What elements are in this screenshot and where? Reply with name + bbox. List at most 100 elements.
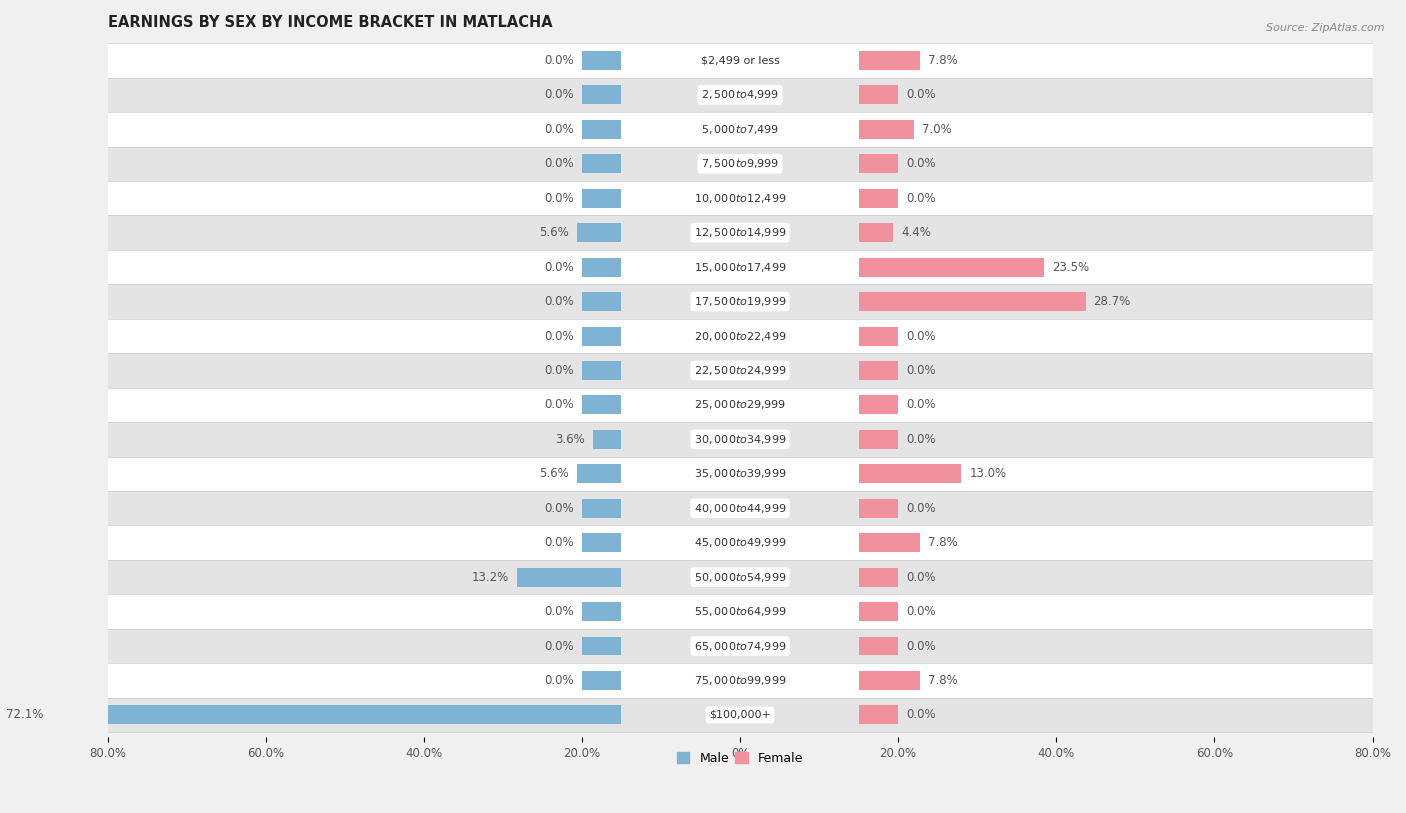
Text: 0.0%: 0.0% (544, 158, 574, 171)
Text: 0.0%: 0.0% (544, 537, 574, 550)
Text: 5.6%: 5.6% (540, 226, 569, 239)
Bar (107, 112, 1372, 146)
Bar (107, 457, 1372, 491)
Text: $17,500 to $19,999: $17,500 to $19,999 (693, 295, 786, 308)
Text: 13.2%: 13.2% (472, 571, 509, 584)
Bar (859, 671, 921, 690)
Bar (107, 181, 1372, 215)
Bar (107, 388, 1372, 422)
Text: 0.0%: 0.0% (905, 192, 935, 205)
Bar (107, 215, 1372, 250)
Bar (107, 698, 1372, 733)
Text: 7.8%: 7.8% (928, 54, 957, 67)
Bar (582, 499, 621, 518)
Bar (859, 464, 962, 483)
Text: 4.4%: 4.4% (901, 226, 931, 239)
Text: 0.0%: 0.0% (544, 54, 574, 67)
Text: $40,000 to $44,999: $40,000 to $44,999 (693, 502, 786, 515)
Text: $50,000 to $54,999: $50,000 to $54,999 (693, 571, 786, 584)
Text: $15,000 to $17,499: $15,000 to $17,499 (693, 261, 786, 274)
Text: $5,000 to $7,499: $5,000 to $7,499 (700, 123, 779, 136)
Bar (582, 51, 621, 70)
Bar (517, 567, 621, 587)
Text: 0.0%: 0.0% (544, 364, 574, 377)
Bar (582, 189, 621, 208)
Bar (107, 285, 1372, 319)
Text: 0.0%: 0.0% (905, 158, 935, 171)
Bar (859, 395, 898, 415)
Bar (107, 319, 1372, 354)
Bar (107, 663, 1372, 698)
Text: 0.0%: 0.0% (544, 502, 574, 515)
Text: 0.0%: 0.0% (905, 398, 935, 411)
Bar (859, 706, 898, 724)
Text: $75,000 to $99,999: $75,000 to $99,999 (693, 674, 786, 687)
Bar (859, 533, 921, 552)
Text: 0.0%: 0.0% (544, 123, 574, 136)
Legend: Male, Female: Male, Female (672, 746, 808, 770)
Bar (582, 154, 621, 173)
Bar (859, 602, 898, 621)
Text: $100,000+: $100,000+ (709, 710, 770, 720)
Text: 0.0%: 0.0% (905, 89, 935, 102)
Text: $30,000 to $34,999: $30,000 to $34,999 (693, 433, 786, 446)
Bar (576, 224, 621, 242)
Text: 0.0%: 0.0% (905, 502, 935, 515)
Text: 0.0%: 0.0% (544, 674, 574, 687)
Text: 0.0%: 0.0% (544, 295, 574, 308)
Text: 0.0%: 0.0% (544, 640, 574, 653)
Bar (582, 602, 621, 621)
Bar (107, 422, 1372, 457)
Text: $2,499 or less: $2,499 or less (700, 55, 779, 66)
Bar (107, 78, 1372, 112)
Text: 23.5%: 23.5% (1052, 261, 1090, 274)
Bar (859, 327, 898, 346)
Bar (582, 533, 621, 552)
Bar (859, 189, 898, 208)
Text: $65,000 to $74,999: $65,000 to $74,999 (693, 640, 786, 653)
Text: $7,500 to $9,999: $7,500 to $9,999 (700, 158, 779, 171)
Bar (859, 567, 898, 587)
Bar (52, 706, 621, 724)
Bar (107, 250, 1372, 285)
Bar (582, 671, 621, 690)
Bar (582, 120, 621, 139)
Text: 7.0%: 7.0% (922, 123, 952, 136)
Text: $22,500 to $24,999: $22,500 to $24,999 (693, 364, 786, 377)
Bar (859, 85, 898, 104)
Text: 28.7%: 28.7% (1094, 295, 1130, 308)
Bar (859, 258, 1045, 276)
Bar (859, 637, 898, 655)
Text: 0.0%: 0.0% (544, 398, 574, 411)
Text: $35,000 to $39,999: $35,000 to $39,999 (693, 467, 786, 480)
Text: 0.0%: 0.0% (905, 640, 935, 653)
Bar (859, 292, 1085, 311)
Bar (576, 464, 621, 483)
Text: 7.8%: 7.8% (928, 537, 957, 550)
Text: 5.6%: 5.6% (540, 467, 569, 480)
Text: $25,000 to $29,999: $25,000 to $29,999 (695, 398, 786, 411)
Text: $2,500 to $4,999: $2,500 to $4,999 (700, 89, 779, 102)
Text: 0.0%: 0.0% (544, 261, 574, 274)
Text: EARNINGS BY SEX BY INCOME BRACKET IN MATLACHA: EARNINGS BY SEX BY INCOME BRACKET IN MAT… (107, 15, 553, 30)
Text: 7.8%: 7.8% (928, 674, 957, 687)
Bar (859, 224, 893, 242)
Text: 0.0%: 0.0% (544, 192, 574, 205)
Text: 72.1%: 72.1% (6, 708, 44, 721)
Text: 0.0%: 0.0% (905, 329, 935, 342)
Text: 13.0%: 13.0% (969, 467, 1007, 480)
Text: 0.0%: 0.0% (544, 89, 574, 102)
Text: $55,000 to $64,999: $55,000 to $64,999 (693, 605, 786, 618)
Bar (859, 430, 898, 449)
Bar (107, 491, 1372, 525)
Bar (107, 628, 1372, 663)
Text: 0.0%: 0.0% (905, 605, 935, 618)
Bar (582, 85, 621, 104)
Bar (859, 51, 921, 70)
Text: 0.0%: 0.0% (544, 329, 574, 342)
Text: Source: ZipAtlas.com: Source: ZipAtlas.com (1267, 23, 1385, 33)
Bar (582, 292, 621, 311)
Bar (582, 258, 621, 276)
Bar (107, 146, 1372, 181)
Text: $45,000 to $49,999: $45,000 to $49,999 (693, 537, 786, 550)
